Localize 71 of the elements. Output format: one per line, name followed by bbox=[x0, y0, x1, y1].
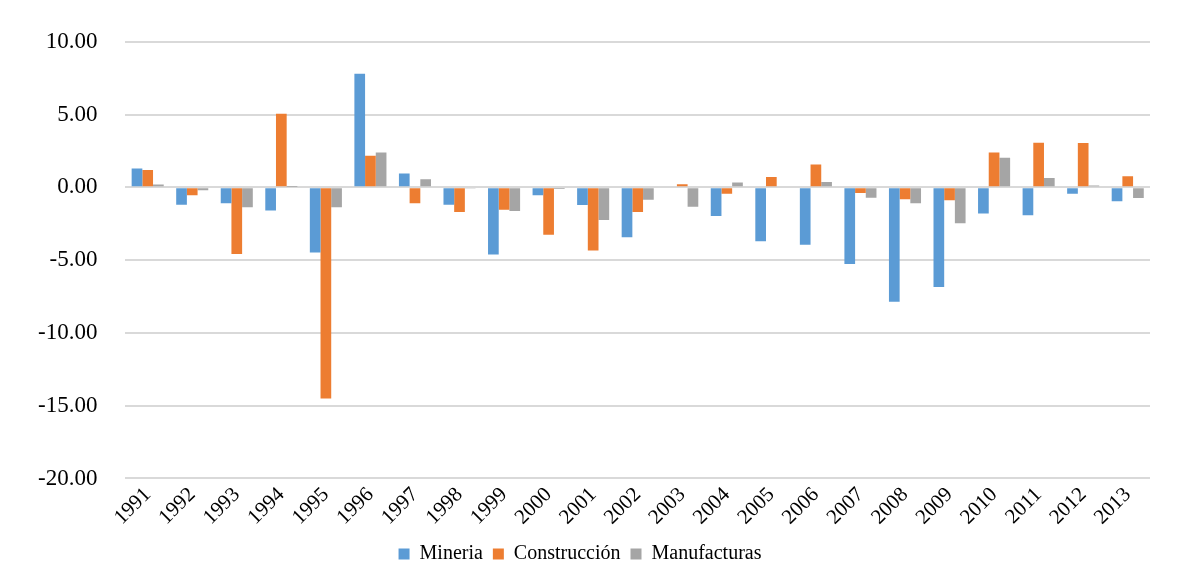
bar bbox=[375, 152, 387, 187]
bar bbox=[231, 188, 243, 255]
y-tick-label: 10.00 bbox=[45, 27, 98, 53]
bar bbox=[265, 188, 276, 211]
bar bbox=[810, 164, 822, 187]
bar bbox=[220, 188, 232, 204]
bar bbox=[899, 188, 911, 200]
bar bbox=[632, 188, 644, 212]
y-tick-label: -5.00 bbox=[49, 246, 98, 272]
y-tick-label: -20.00 bbox=[37, 464, 98, 490]
bar bbox=[454, 188, 465, 212]
bar bbox=[1022, 188, 1034, 216]
bar bbox=[420, 179, 432, 187]
bar bbox=[409, 188, 421, 204]
bar bbox=[865, 188, 877, 198]
bar bbox=[844, 188, 856, 264]
bar bbox=[978, 188, 989, 214]
bar bbox=[1077, 143, 1089, 187]
bar bbox=[766, 177, 777, 187]
bar bbox=[944, 188, 955, 201]
y-tick-label: 0.00 bbox=[57, 173, 98, 199]
bar bbox=[910, 188, 922, 204]
bar bbox=[676, 184, 688, 187]
bar bbox=[186, 188, 198, 196]
bar bbox=[1111, 188, 1123, 202]
y-tick-label: -10.00 bbox=[37, 318, 98, 344]
bar bbox=[577, 188, 588, 205]
bar bbox=[532, 188, 544, 196]
bar bbox=[988, 152, 1000, 187]
bar bbox=[954, 188, 966, 224]
bar bbox=[1033, 142, 1044, 187]
bar bbox=[443, 188, 455, 205]
bar bbox=[821, 182, 832, 187]
bar bbox=[598, 188, 610, 220]
bar bbox=[755, 188, 766, 242]
y-tick-label: -15.00 bbox=[37, 391, 98, 417]
bar bbox=[888, 188, 900, 302]
bar bbox=[398, 173, 410, 187]
bar bbox=[621, 188, 633, 238]
bar bbox=[999, 157, 1011, 187]
bar bbox=[509, 188, 521, 212]
bar bbox=[643, 188, 654, 200]
bar bbox=[498, 188, 510, 210]
bar bbox=[587, 188, 599, 251]
bar bbox=[365, 155, 376, 187]
bar bbox=[710, 188, 722, 216]
bar bbox=[176, 188, 187, 205]
bar bbox=[721, 188, 733, 194]
bar bbox=[732, 182, 743, 187]
bar bbox=[1133, 188, 1144, 198]
bar bbox=[1122, 176, 1134, 187]
bar bbox=[142, 170, 154, 187]
legend-label: Mineria bbox=[419, 541, 483, 564]
legend-label: Construcción bbox=[513, 541, 621, 564]
legend-label: Manufacturas bbox=[651, 541, 762, 564]
y-tick-label: 5.00 bbox=[57, 100, 98, 126]
bar bbox=[488, 188, 499, 255]
x-tick-label: 1991 bbox=[108, 481, 156, 529]
bar bbox=[275, 113, 287, 187]
bar bbox=[354, 73, 366, 187]
bar bbox=[855, 188, 866, 193]
bar bbox=[687, 188, 699, 207]
bar bbox=[320, 188, 332, 399]
bar bbox=[1043, 177, 1055, 187]
bar bbox=[543, 188, 554, 235]
bar bbox=[309, 188, 321, 253]
bar bbox=[331, 188, 342, 208]
bar bbox=[242, 188, 253, 208]
bar bbox=[933, 188, 945, 288]
bar bbox=[1067, 188, 1078, 194]
bar bbox=[799, 188, 811, 245]
